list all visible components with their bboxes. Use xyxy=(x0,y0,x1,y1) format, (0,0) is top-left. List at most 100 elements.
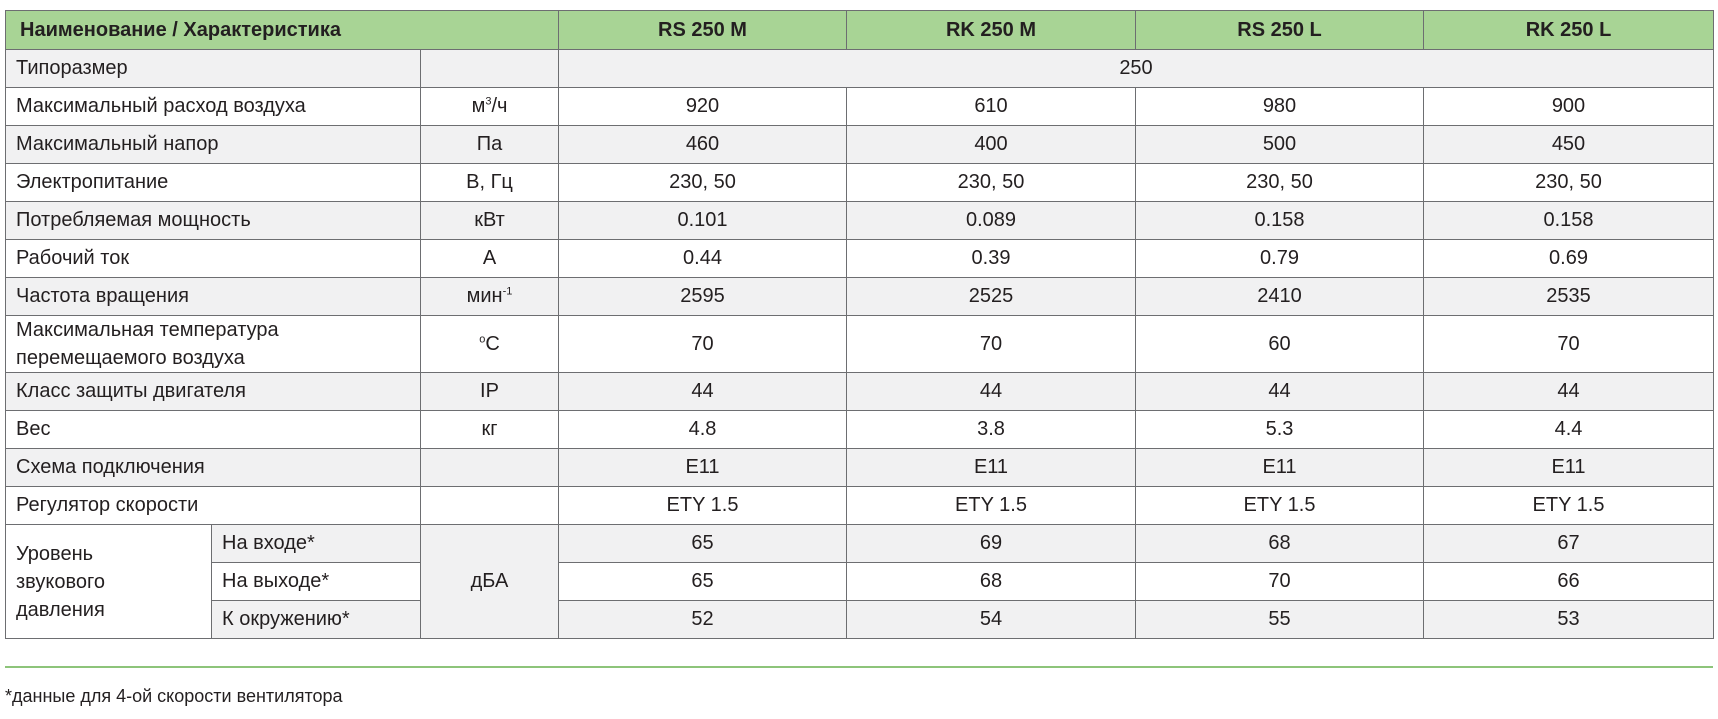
cell-value: 60 xyxy=(1135,315,1424,373)
cell-value: 0.158 xyxy=(1423,201,1714,240)
sound-group-name: Уровень звукового давления xyxy=(5,524,212,639)
cell-value: 230, 50 xyxy=(846,163,1136,202)
cell-value: 230, 50 xyxy=(558,163,847,202)
row-name: Класс защиты двигателя xyxy=(5,372,421,411)
table-row: Максимальный расход воздуха м3/ч 920 610… xyxy=(5,87,1714,126)
name-column-header: Наименование / Характеристика xyxy=(5,10,559,50)
spec-table: Наименование / Характеристика RS 250 M R… xyxy=(5,10,1714,639)
row-subname: На выходе* xyxy=(211,562,421,601)
cell-value: 69 xyxy=(846,524,1136,563)
cell-value: 67 xyxy=(1423,524,1714,563)
cell-value: 0.44 xyxy=(558,239,847,278)
cell-value: 65 xyxy=(558,524,847,563)
cell-value: ETY 1.5 xyxy=(1423,486,1714,525)
cell-value: 450 xyxy=(1423,125,1714,164)
model-header: RK 250 L xyxy=(1423,10,1714,50)
cell-value: ETY 1.5 xyxy=(846,486,1136,525)
cell-value: 2535 xyxy=(1423,277,1714,316)
cell-value: 52 xyxy=(558,600,847,639)
table-row: Потребляемая мощность кВт 0.101 0.089 0.… xyxy=(5,201,1714,240)
cell-value: 4.8 xyxy=(558,410,847,449)
footnote: *данные для 4-ой скорости вентилятора xyxy=(5,686,343,706)
header-row: Наименование / Характеристика RS 250 M R… xyxy=(5,10,1714,50)
cell-value: 53 xyxy=(1423,600,1714,639)
table-row: Уровень звукового давления На входе* дБА 6… xyxy=(5,524,1714,639)
cell-value: 70 xyxy=(846,315,1136,373)
cell-value: ETY 1.5 xyxy=(558,486,847,525)
row-unit: м3/ч xyxy=(420,87,559,126)
row-name: Схема подключения xyxy=(5,448,421,487)
sound-unit: дБА xyxy=(420,524,559,639)
row-name: Регулятор скорости xyxy=(5,486,421,525)
cell-value: ETY 1.5 xyxy=(1135,486,1424,525)
cell-value: 3.8 xyxy=(846,410,1136,449)
cell-value: 230, 50 xyxy=(1423,163,1714,202)
cell-value: 0.089 xyxy=(846,201,1136,240)
cell-value: 2525 xyxy=(846,277,1136,316)
row-unit xyxy=(420,49,559,88)
row-unit: IP xyxy=(420,372,559,411)
row-unit: А xyxy=(420,239,559,278)
cell-value: 44 xyxy=(846,372,1136,411)
cell-value: 2595 xyxy=(558,277,847,316)
row-unit: oС xyxy=(420,315,559,373)
cell-value: 68 xyxy=(846,562,1136,601)
cell-value: E11 xyxy=(1135,448,1424,487)
cell-value: 610 xyxy=(846,87,1136,126)
cell-value: 0.158 xyxy=(1135,201,1424,240)
row-unit xyxy=(420,486,559,525)
cell-value: 230, 50 xyxy=(1135,163,1424,202)
cell-value: 65 xyxy=(558,562,847,601)
cell-value: E11 xyxy=(846,448,1136,487)
row-unit: Па xyxy=(420,125,559,164)
row-subname: К окружению* xyxy=(211,600,421,639)
table-row: К окружению* 52 54 55 53 xyxy=(6,600,1714,639)
row-name: Типоразмер xyxy=(5,49,421,88)
table-row: Вес кг 4.8 3.8 5.3 4.4 xyxy=(5,410,1714,449)
cell-value: 66 xyxy=(1423,562,1714,601)
table-row: Схема подключения E11 E11 E11 E11 xyxy=(5,448,1714,487)
divider-line xyxy=(5,666,1713,668)
cell-value: 0.69 xyxy=(1423,239,1714,278)
cell-value: E11 xyxy=(1423,448,1714,487)
table-row: На выходе* 65 68 70 66 xyxy=(6,562,1714,601)
cell-value: 68 xyxy=(1135,524,1424,563)
row-name: Частота вращения xyxy=(5,277,421,316)
row-name: Потребляемая мощность xyxy=(5,201,421,240)
cell-value: 980 xyxy=(1135,87,1424,126)
row-unit: В, Гц xyxy=(420,163,559,202)
cell-value: 920 xyxy=(558,87,847,126)
cell-value: 0.39 xyxy=(846,239,1136,278)
cell-value: 460 xyxy=(558,125,847,164)
table-row: Частота вращения мин-1 2595 2525 2410 25… xyxy=(5,277,1714,316)
cell-value: 70 xyxy=(1423,315,1714,373)
cell-value: 0.79 xyxy=(1135,239,1424,278)
row-unit: кг xyxy=(420,410,559,449)
row-span-value: 250 xyxy=(558,49,1714,88)
row-unit xyxy=(420,448,559,487)
row-unit: мин-1 xyxy=(420,277,559,316)
cell-value: 44 xyxy=(1423,372,1714,411)
cell-value: 0.101 xyxy=(558,201,847,240)
row-name: Максимальный напор xyxy=(5,125,421,164)
cell-value: E11 xyxy=(558,448,847,487)
cell-value: 70 xyxy=(558,315,847,373)
cell-value: 400 xyxy=(846,125,1136,164)
cell-value: 44 xyxy=(1135,372,1424,411)
cell-value: 500 xyxy=(1135,125,1424,164)
cell-value: 44 xyxy=(558,372,847,411)
cell-value: 900 xyxy=(1423,87,1714,126)
cell-value: 4.4 xyxy=(1423,410,1714,449)
model-header: RK 250 M xyxy=(846,10,1136,50)
table-row: Электропитание В, Гц 230, 50 230, 50 230… xyxy=(5,163,1714,202)
row-name: Рабочий ток xyxy=(5,239,421,278)
row-name: Вес xyxy=(5,410,421,449)
cell-value: 5.3 xyxy=(1135,410,1424,449)
row-subname: На входе* xyxy=(211,524,421,563)
row-name: Максимальный расход воздуха xyxy=(5,87,421,126)
row-name: Максимальная температура перемещаемого во… xyxy=(5,315,421,373)
table-row: Регулятор скорости ETY 1.5 ETY 1.5 ETY 1… xyxy=(5,486,1714,525)
model-header: RS 250 M xyxy=(558,10,847,50)
cell-value: 55 xyxy=(1135,600,1424,639)
cell-value: 2410 xyxy=(1135,277,1424,316)
